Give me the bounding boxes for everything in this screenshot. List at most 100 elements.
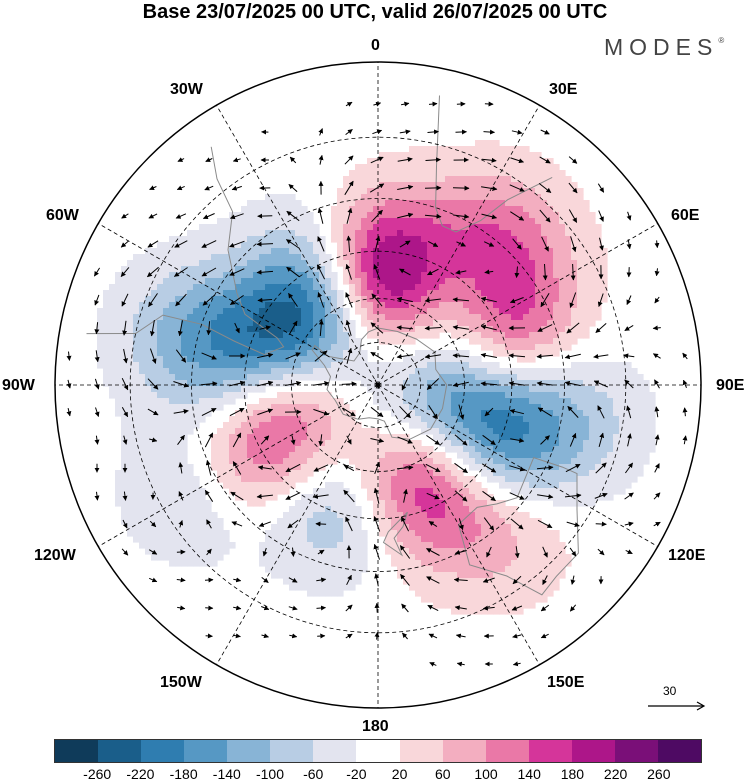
anomaly-cell <box>505 290 512 297</box>
anomaly-cell <box>493 152 500 159</box>
anomaly-cell <box>301 302 308 309</box>
anomaly-cell <box>355 188 362 195</box>
anomaly-cell <box>463 278 470 285</box>
anomaly-cell <box>403 338 410 345</box>
anomaly-cell <box>169 494 176 501</box>
anomaly-cell <box>589 398 596 405</box>
anomaly-cell <box>607 386 614 393</box>
anomaly-cell <box>217 554 224 561</box>
anomaly-cell <box>565 200 572 207</box>
anomaly-cell <box>163 254 170 261</box>
anomaly-cell <box>589 248 596 255</box>
anomaly-cell <box>553 386 560 393</box>
anomaly-cell <box>127 404 134 411</box>
anomaly-cell <box>319 266 326 273</box>
anomaly-cell <box>469 242 476 249</box>
anomaly-cell <box>463 320 470 327</box>
anomaly-cell <box>505 380 512 387</box>
anomaly-cell <box>379 242 386 249</box>
anomaly-cell <box>307 440 314 447</box>
anomaly-cell <box>451 248 458 255</box>
anomaly-cell <box>379 434 386 441</box>
anomaly-cell <box>289 206 296 213</box>
anomaly-cell <box>415 164 422 171</box>
anomaly-cell <box>235 464 242 471</box>
anomaly-cell <box>163 536 170 543</box>
anomaly-cell <box>271 338 278 345</box>
anomaly-cell <box>559 218 566 225</box>
anomaly-cell <box>307 428 314 435</box>
anomaly-cell <box>487 368 494 375</box>
anomaly-cell <box>193 254 200 261</box>
anomaly-cell <box>475 572 482 579</box>
anomaly-cell <box>511 278 518 285</box>
anomaly-cell <box>511 260 518 267</box>
anomaly-cell <box>499 290 506 297</box>
anomaly-cell <box>463 530 470 537</box>
anomaly-cell <box>409 200 416 207</box>
anomaly-cell <box>139 284 146 291</box>
anomaly-cell <box>379 368 386 375</box>
anomaly-cell <box>169 266 176 273</box>
anomaly-cell <box>475 140 482 147</box>
anomaly-cell <box>553 230 560 237</box>
anomaly-cell <box>535 548 542 555</box>
anomaly-cell <box>391 200 398 207</box>
anomaly-cell <box>403 572 410 579</box>
anomaly-cell <box>553 254 560 261</box>
anomaly-cell <box>289 482 296 489</box>
anomaly-cell <box>331 482 338 489</box>
anomaly-cell <box>565 254 572 261</box>
anomaly-cell <box>127 398 134 405</box>
anomaly-cell <box>409 374 416 381</box>
anomaly-cell <box>595 272 602 279</box>
anomaly-cell <box>487 176 494 183</box>
anomaly-cell <box>241 488 248 495</box>
anomaly-cell <box>325 326 332 333</box>
anomaly-cell <box>163 518 170 525</box>
anomaly-cell <box>295 290 302 297</box>
anomaly-cell <box>535 320 542 327</box>
anomaly-cell <box>385 308 392 315</box>
anomaly-cell <box>421 146 428 153</box>
anomaly-cell <box>541 224 548 231</box>
anomaly-cell <box>529 386 536 393</box>
anomaly-cell <box>253 302 260 309</box>
anomaly-cell <box>517 200 524 207</box>
anomaly-cell <box>211 392 218 399</box>
anomaly-cell <box>169 272 176 279</box>
anomaly-cell <box>217 362 224 369</box>
anomaly-cell <box>163 398 170 405</box>
anomaly-cell <box>199 326 206 333</box>
anomaly-cell <box>457 596 464 603</box>
anomaly-cell <box>487 512 494 519</box>
anomaly-cell <box>547 206 554 213</box>
anomaly-cell <box>277 392 284 399</box>
anomaly-cell <box>481 230 488 237</box>
anomaly-cell <box>451 374 458 381</box>
anomaly-cell <box>331 314 338 321</box>
anomaly-cell <box>379 212 386 219</box>
anomaly-cell <box>529 494 536 501</box>
anomaly-cell <box>475 368 482 375</box>
anomaly-cell <box>301 266 308 273</box>
anomaly-cell <box>523 158 530 165</box>
anomaly-cell <box>163 440 170 447</box>
anomaly-cell <box>535 530 542 537</box>
anomaly-cell <box>169 416 176 423</box>
anomaly-cell <box>307 248 314 255</box>
anomaly-cell <box>307 452 314 459</box>
anomaly-cell <box>493 608 500 615</box>
anomaly-cell <box>181 554 188 561</box>
anomaly-cell <box>103 308 110 315</box>
anomaly-cell <box>211 224 218 231</box>
anomaly-cell <box>469 362 476 369</box>
anomaly-cell <box>469 380 476 387</box>
anomaly-cell <box>337 254 344 261</box>
anomaly-cell <box>541 542 548 549</box>
anomaly-cell <box>493 392 500 399</box>
anomaly-cell <box>343 242 350 249</box>
anomaly-cell <box>577 404 584 411</box>
anomaly-cell <box>421 584 428 591</box>
anomaly-cell <box>325 458 332 465</box>
